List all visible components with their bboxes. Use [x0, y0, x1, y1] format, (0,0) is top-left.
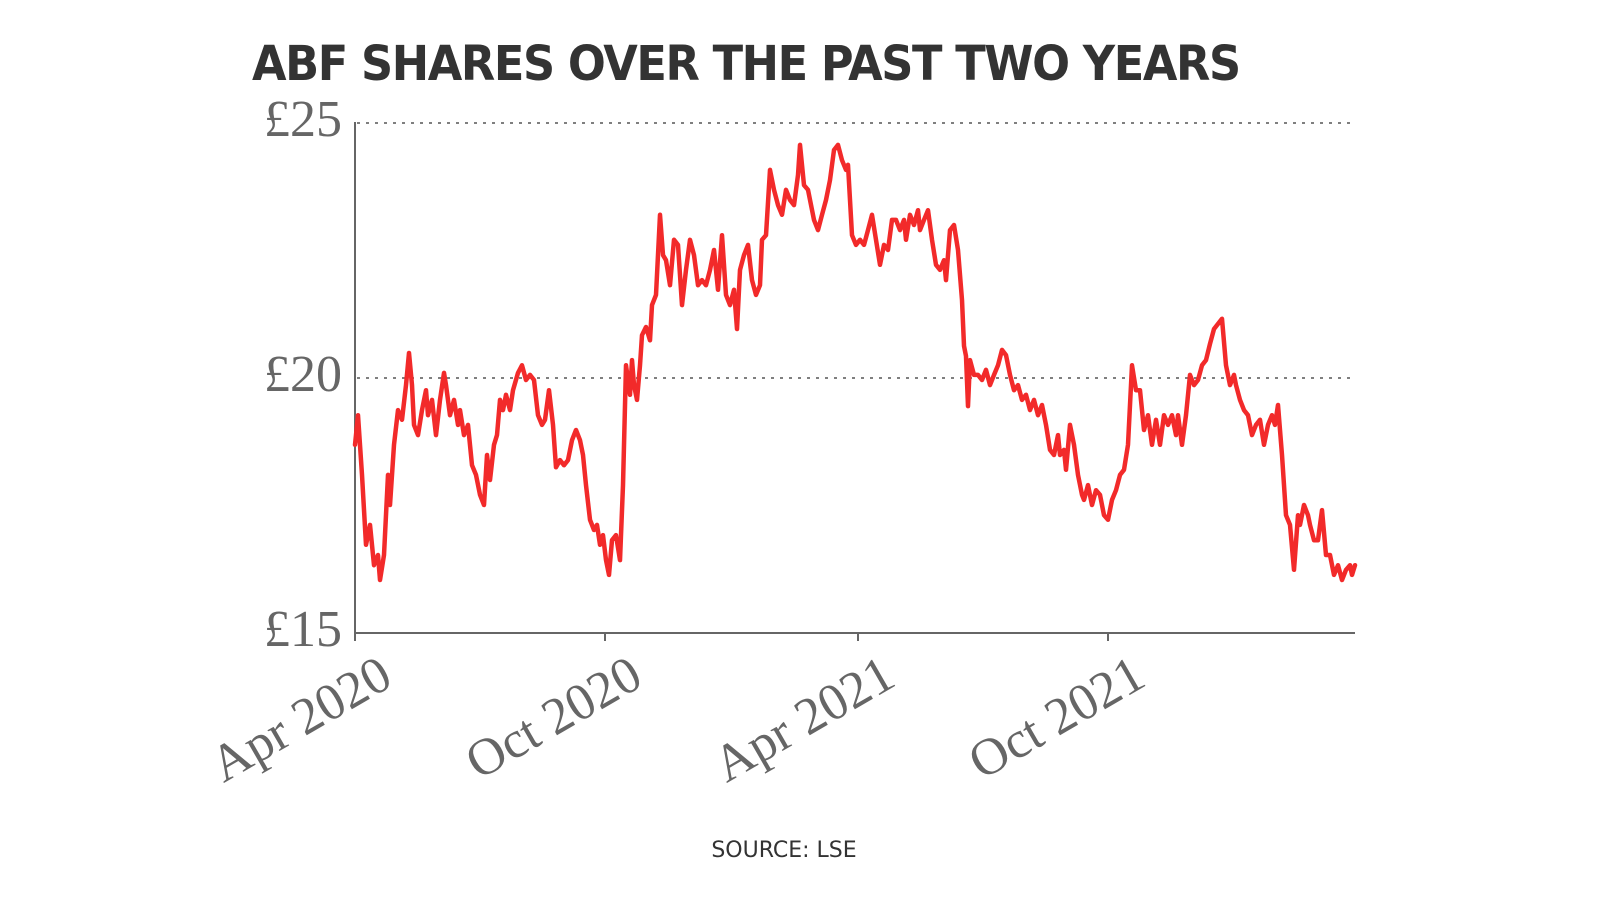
source-note: SOURCE: LSE — [711, 838, 857, 863]
y-tick-label-20: £20 — [264, 346, 342, 403]
gridlines — [357, 122, 1355, 379]
price-line — [352, 142, 1358, 583]
y-tick-label-25: £25 — [264, 91, 342, 148]
chart-title: ABF SHARES OVER THE PAST TWO YEARS — [252, 36, 1241, 92]
axes — [354, 122, 1355, 641]
y-tick-label-15: £15 — [264, 601, 342, 658]
x-axis-ticks — [354, 633, 1109, 641]
